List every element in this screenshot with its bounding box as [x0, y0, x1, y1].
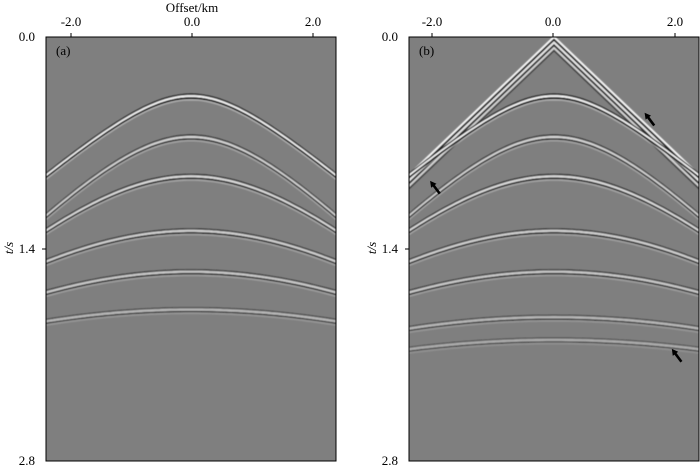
reflection-event [409, 314, 699, 328]
panel-b: -2.0 0.0 2.0 0.0 1.4 2.8 t/s (b) [364, 14, 700, 468]
reflection-event [46, 310, 336, 325]
x-tick-label: -2.0 [61, 14, 82, 29]
reflection-event [46, 229, 336, 263]
reflection-event [409, 137, 699, 219]
direct-wave-line [409, 38, 699, 179]
reflection-event [409, 173, 699, 230]
reflection-event [409, 228, 699, 261]
y-tick-label: 0.0 [382, 29, 398, 44]
y-axis-label: t/s [1, 242, 16, 254]
reflection-event [46, 307, 336, 321]
reflection-event [46, 99, 336, 180]
reflection-event [409, 97, 699, 179]
reflection-event [46, 272, 336, 296]
reflection-event [46, 234, 336, 267]
x-tick-label: 0.0 [545, 14, 561, 29]
reflection-event [409, 269, 699, 292]
reflection-event [409, 135, 699, 217]
reflection-event [409, 275, 699, 297]
reflection-event [409, 343, 699, 354]
events-layer [46, 93, 336, 326]
reflection-event [409, 270, 699, 294]
reflection-event [409, 179, 699, 236]
y-axis-label: t/s [364, 242, 379, 254]
x-tick-label: -2.0 [422, 14, 443, 29]
reflection-event [409, 316, 699, 330]
annotation-arrow-shaft [432, 184, 441, 195]
reflection-event [46, 270, 336, 294]
x-tick-label: 2.0 [305, 14, 321, 29]
x-ticks [405, 33, 676, 250]
reflection-event [46, 231, 336, 265]
reflection-event [46, 135, 336, 217]
reflection-event [46, 269, 336, 292]
reflection-event [409, 134, 699, 215]
events-layer [409, 37, 699, 354]
reflection-event [46, 173, 336, 230]
y-tick-label: 1.4 [382, 241, 399, 256]
reflection-event [409, 272, 699, 296]
seismic-gather-b [409, 37, 699, 461]
reflection-event [409, 231, 699, 265]
annotation-arrow-head [644, 112, 651, 120]
reflection-event [409, 140, 699, 221]
reflection-event [409, 93, 699, 175]
x-tick-label: 2.0 [667, 14, 683, 29]
annotation-arrow-shaft [646, 115, 656, 127]
reflection-event [409, 337, 699, 349]
reflection-event [409, 320, 699, 334]
x-axis-label: Offset/km [166, 0, 218, 15]
direct-wave-line [409, 41, 699, 182]
reflection-event [409, 234, 699, 267]
reflection-event [46, 179, 336, 236]
reflection-event [46, 93, 336, 175]
x-tick-label: 0.0 [184, 14, 200, 29]
reflection-event [46, 275, 336, 297]
direct-wave-line [409, 37, 699, 176]
reflection-event [46, 177, 336, 234]
y-tick-label: 2.8 [19, 453, 35, 468]
x-ticks [42, 33, 314, 250]
y-tick-label: 0.0 [19, 29, 35, 44]
y-tick-label: 2.8 [382, 453, 398, 468]
reflection-event [46, 312, 336, 326]
reflection-event [409, 99, 699, 180]
reflection-event [46, 134, 336, 215]
y-tick-label: 1.4 [19, 241, 36, 256]
annotation-arrow-head [430, 180, 437, 188]
reflection-event [409, 318, 699, 332]
panel-label: (b) [419, 43, 434, 58]
reflection-event [46, 228, 336, 261]
reflection-event [409, 229, 699, 263]
reflection-event [46, 140, 336, 221]
panel-label: (a) [56, 43, 70, 58]
reflection-event [409, 340, 699, 352]
reflection-event [46, 308, 336, 323]
panel-a: Offset/km -2.0 0.0 2.0 0.0 1.4 2.8 t/s (… [1, 0, 337, 468]
reflection-event [46, 175, 336, 232]
reflection-event [409, 95, 699, 177]
annotation-arrow-shaft [673, 352, 683, 363]
reflection-event [46, 97, 336, 179]
annotation-arrow-head [671, 348, 679, 356]
reflection-event [46, 95, 336, 177]
reflection-event [409, 177, 699, 234]
reflection-event [409, 175, 699, 232]
seismic-gather-a [46, 37, 336, 461]
reflection-event [409, 338, 699, 351]
reflection-event [46, 137, 336, 219]
